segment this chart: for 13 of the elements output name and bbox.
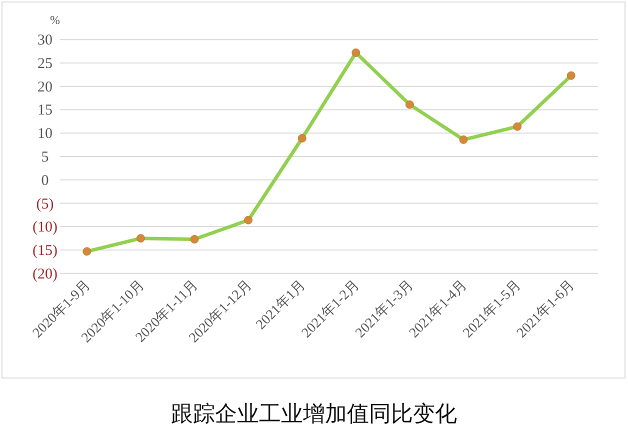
y-tick-label: (10): [32, 220, 58, 236]
y-tick-label: 15: [38, 102, 52, 119]
y-tick-label: 5: [41, 150, 49, 166]
y-tick-label: (15): [32, 243, 58, 260]
y-tick-label: (5): [36, 196, 54, 212]
y-tick-label: (20): [32, 266, 58, 282]
y-tick-label: 25: [38, 56, 52, 72]
y-tick-label: 20: [38, 79, 52, 96]
y-tick-label: 0: [41, 172, 49, 189]
y-tick-label: 30: [38, 32, 52, 49]
y-axis-title: %: [50, 13, 60, 27]
text: 跟踪企业工业增加值同比变化: [171, 401, 457, 426]
y-tick-label: 10: [38, 126, 52, 142]
